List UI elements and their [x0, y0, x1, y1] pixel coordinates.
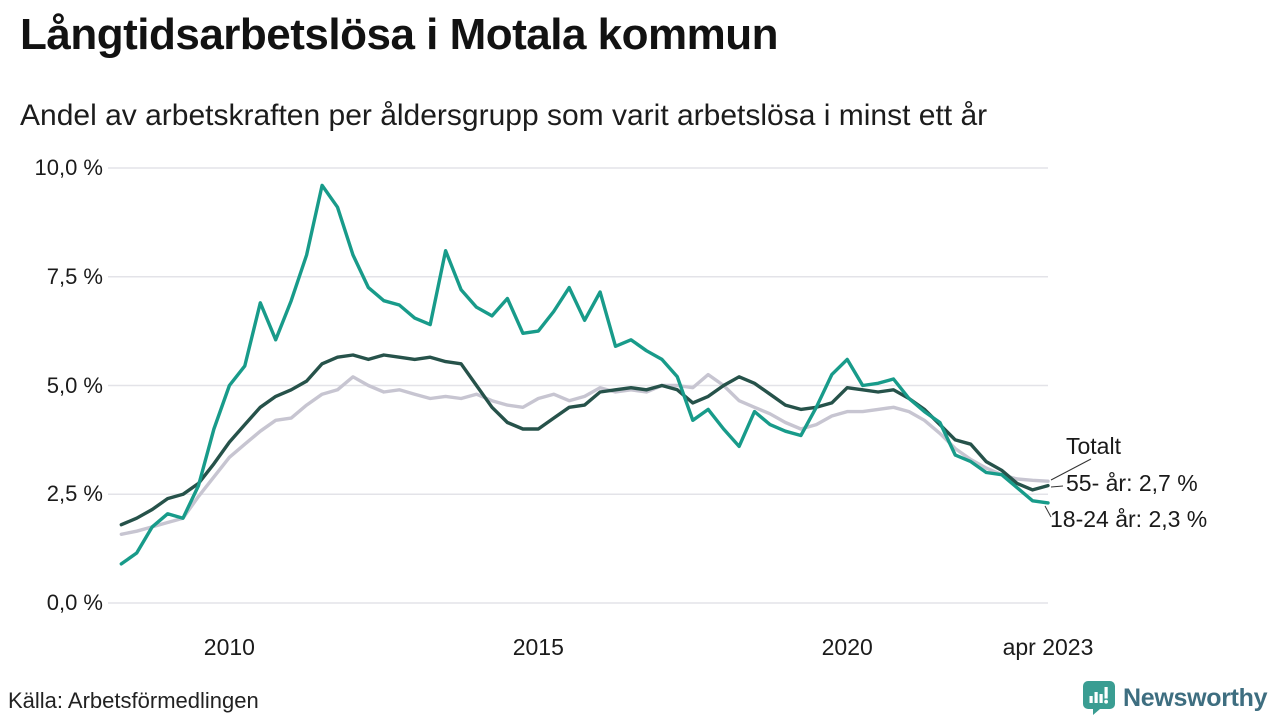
y-axis-tick-label: 0,0 %: [46, 590, 103, 615]
newsworthy-speech-bubble-bar-chart-icon: [1083, 681, 1115, 715]
annotation-leader-line: [1044, 505, 1052, 518]
y-axis-tick-label: 2,5 %: [46, 481, 103, 507]
newsworthy-wordmark: Newsworthy: [1123, 683, 1268, 712]
series-line-18-24-r: [119, 183, 1050, 566]
annotation-18-24: 18-24 år: 2,3 %: [1050, 506, 1208, 532]
series-line-totalt: [119, 372, 1050, 536]
series-line-55-r: [119, 353, 1050, 527]
source-note: Källa: Arbetsförmedlingen: [8, 688, 259, 713]
y-axis-tick-label: 10,0 %: [34, 155, 104, 180]
annotation-55-plus: 55- år: 2,7 %: [1066, 470, 1198, 496]
y-axis-tick-label: 7,5 %: [46, 263, 103, 289]
x-axis-tick-label: apr 2023: [1002, 634, 1094, 660]
y-axis-tick-label: 5,0 %: [46, 372, 103, 398]
page-subtitle: Andel av arbetskraften per åldersgrupp s…: [20, 99, 988, 132]
page-title: Långtidsarbetslösa i Motala kommun: [20, 10, 779, 59]
x-axis-tick-label: 2020: [821, 634, 873, 660]
annotation-totalt: Totalt: [1066, 433, 1121, 459]
newsworthy-logo: Newsworthy: [1083, 681, 1268, 715]
annotation-leader-line: [1050, 458, 1092, 481]
x-axis-tick-label: 2015: [512, 634, 564, 660]
x-axis-tick-label: 2010: [203, 634, 255, 660]
annotation-leader-line: [1050, 485, 1064, 488]
